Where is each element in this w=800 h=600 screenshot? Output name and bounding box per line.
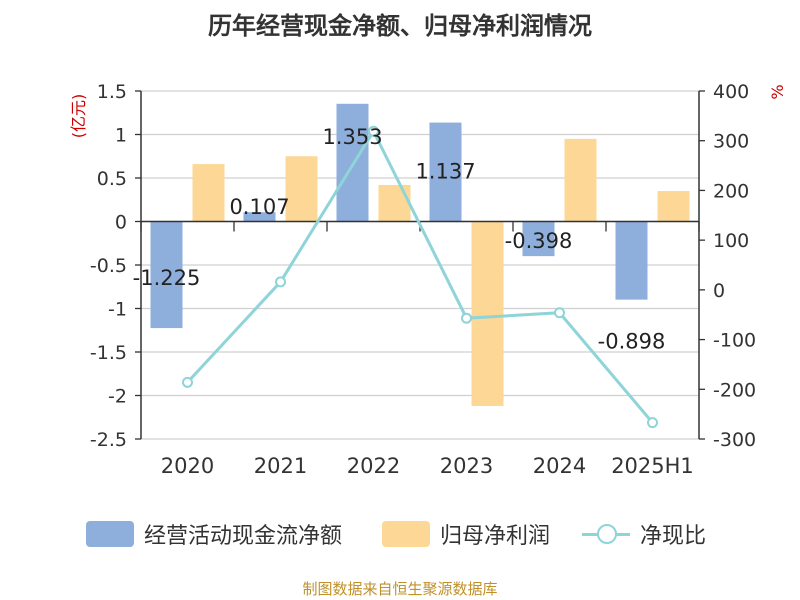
category-label: 2021 [254,454,307,478]
bar-netprofit [564,138,597,222]
grid-lines [141,90,699,440]
chart-title: 历年经营现金净额、归母净利润情况 [208,12,592,40]
right-tick-label: 300 [713,131,749,153]
cashflow-data-label: -0.898 [598,330,666,354]
category-label: 2025H1 [611,454,694,478]
category-label: 2020 [161,454,214,478]
legend: 经营活动现金流净额 归母净利润 净现比 [0,516,800,556]
data-source-note: 制图数据来自恒生聚源数据库 [302,580,498,598]
data-labels: -1.225 0.107 1.353 1.137 -0.398 -0.898 [133,125,666,354]
legend-label-ratio: 净现比 [640,524,707,549]
ratio-point [554,307,565,319]
ratio-point [461,312,472,324]
cashflow-data-label: 1.353 [322,125,382,149]
right-tick-label: 200 [713,180,749,202]
left-tick-label: -1.5 [90,342,127,364]
ratio-point [275,276,286,288]
legend-line-ratio [582,519,630,549]
bar-cashflow [522,221,555,257]
bar-cashflow [150,221,183,329]
left-tick-label: -2 [108,386,127,408]
line-series [182,125,658,429]
legend-swatch-cashflow [86,521,134,547]
ratio-line [186,128,654,424]
left-tick-label: 1 [115,125,127,147]
bar-netprofit [192,164,225,222]
right-tick-label: 100 [713,230,749,252]
bar-netprofit [378,184,411,222]
bar-netprofit [657,191,690,222]
legend-label-cashflow: 经营活动现金流净额 [144,524,343,549]
bar-cashflow [429,122,462,222]
right-tick-label: 400 [713,81,749,103]
category-label: 2022 [347,454,400,478]
right-axis-title: % [768,84,787,99]
right-tick-label: 0 [713,280,725,302]
left-tick-label: 0 [115,212,127,234]
cashflow-data-label: 0.107 [229,195,289,219]
cashflow-data-label: -1.225 [133,266,201,290]
legend-label-netprofit: 归母净利润 [440,524,551,549]
bar-netprofit [471,221,504,406]
right-tick-label: -100 [713,330,756,352]
bar-netprofit [285,156,318,222]
ratio-point [182,376,193,388]
bar-cashflow [243,212,276,222]
ratio-point [647,417,658,429]
left-tick-label: 1.5 [97,81,127,103]
cashflow-data-label: 1.137 [415,160,475,184]
left-tick-label: -0.5 [90,255,127,277]
left-tick-label: 0.5 [97,168,127,190]
bar-cashflow [615,221,648,300]
right-tick-label: -300 [713,429,756,451]
category-label: 2023 [440,454,493,478]
left-tick-label: -1 [108,299,127,321]
left-axis-title: (亿元) [69,94,88,139]
cashflow-data-label: -0.398 [505,229,573,253]
bars [150,103,690,406]
ratio-point [368,125,379,137]
legend-item-cashflow: 经营活动现金流净额 [86,516,342,552]
legend-item-ratio: 净现比 [582,516,706,552]
legend-item-netprofit: 归母净利润 [382,516,550,552]
legend-swatch-netprofit [382,521,430,547]
right-tick-label: -200 [713,379,756,401]
axes: 1.5 1 0.5 0 -0.5 -1 -1.5 -2 -2.5 400 300 200 100 0 -10… [69,81,787,478]
category-label: 2024 [533,454,586,478]
left-tick-label: -2.5 [90,429,127,451]
